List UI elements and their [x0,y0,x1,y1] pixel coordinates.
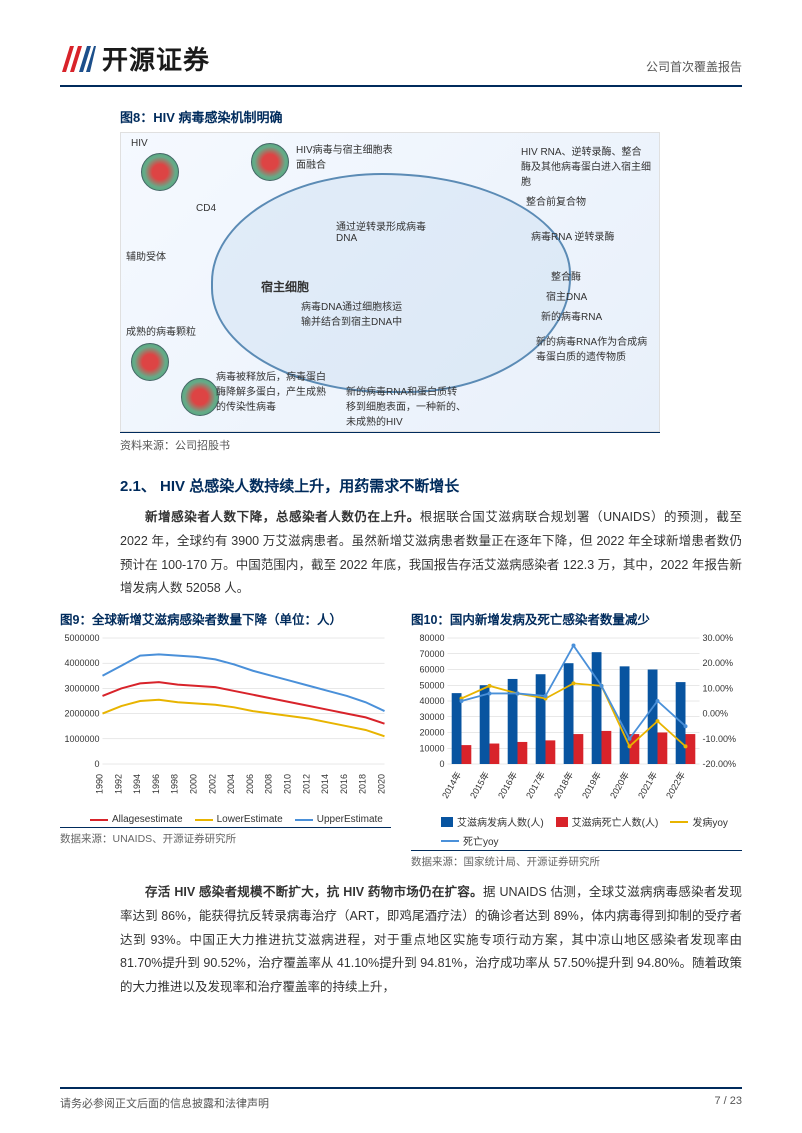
corec-label: 辅助受体 [126,248,166,263]
svg-text:2015年: 2015年 [467,770,491,801]
figure10-title: 图10：国内新增发病及死亡感染者数量减少 [411,609,742,628]
hostdna-label: 宿主DNA [546,288,587,303]
report-type: 公司首次覆盖报告 [646,58,742,75]
footer-disclaimer: 请务必参阅正文后面的信息披露和法律声明 [60,1095,269,1111]
logo-icon [60,42,96,76]
svg-text:2006: 2006 [245,774,255,794]
svg-text:30.00%: 30.00% [703,633,734,643]
svg-text:2016: 2016 [339,774,349,794]
cd4-label: CD4 [196,203,216,214]
svg-text:10000: 10000 [419,743,444,753]
step1-label: HIV病毒与宿主细胞表面融合 [296,141,396,171]
svg-text:30000: 30000 [419,712,444,722]
step4-label: 病毒DNA通过细胞核运输并结合到宿主DNA中 [301,298,411,328]
integrase-label: 整合酶 [551,268,581,283]
figure10: 图10：国内新增发病及死亡感染者数量减少 0 10000 20000 30000 400… [411,609,742,869]
svg-text:4000000: 4000000 [64,658,99,668]
step5-label: 新的病毒RNA作为合成病毒蛋白质的遗传物质 [536,333,656,363]
newrna-label: 新的病毒RNA [541,308,602,323]
svg-text:2014: 2014 [320,774,330,794]
svg-text:10.00%: 10.00% [703,683,734,693]
svg-text:2000000: 2000000 [64,709,99,719]
svg-text:2020年: 2020年 [607,770,631,801]
figure8-title: 图8：HIV 病毒感染机制明确 [120,107,742,126]
para2-rest: 据 UNAIDS 估测，全球艾滋病病毒感染者发现率达到 86%，能获得抗反转录病… [120,885,742,994]
hiv-label: HIV [131,138,148,149]
svg-text:-20.00%: -20.00% [703,759,737,769]
svg-text:1996: 1996 [151,774,161,794]
svg-text:2020: 2020 [377,774,387,794]
para1-bold: 新增感染者人数下降，总感染者人数仍在上升。 [145,510,420,524]
figure9-source: 数据来源：UNAIDS、开源证券研究所 [60,827,391,846]
svg-text:50000: 50000 [419,680,444,690]
svg-text:-10.00%: -10.00% [703,734,737,744]
svg-text:20000: 20000 [419,728,444,738]
svg-text:2014年: 2014年 [439,770,463,801]
svg-text:1994: 1994 [132,774,142,794]
footer-page: 7 / 23 [714,1095,742,1111]
svg-text:2004: 2004 [226,774,236,794]
svg-text:70000: 70000 [419,649,444,659]
svg-text:1992: 1992 [113,774,123,794]
svg-text:2021年: 2021年 [635,770,659,801]
svg-text:2012: 2012 [301,774,311,794]
svg-text:40000: 40000 [419,696,444,706]
svg-text:2008: 2008 [264,774,274,794]
svg-text:2017年: 2017年 [523,770,547,801]
host-cell-label: 宿主细胞 [261,278,309,295]
svg-text:1000000: 1000000 [64,734,99,744]
figure9-chart: 0 1000000 2000000 3000000 4000000 5000000 1990… [60,632,391,812]
svg-text:0: 0 [439,759,444,769]
para2: 存活 HIV 感染者规模不断扩大，抗 HIV 药物市场仍在扩容。据 UNAIDS… [120,881,742,1000]
figure10-legend: 艾滋病发病人数(人)艾滋病死亡人数(人)发病yoy死亡yoy [411,814,742,848]
release-label: 病毒被释放后，病毒蛋白酶降解多蛋白，产生成熟的传染性病毒 [216,368,326,413]
svg-text:1998: 1998 [170,774,180,794]
svg-text:3000000: 3000000 [64,683,99,693]
svg-text:80000: 80000 [419,633,444,643]
figure10-chart: 0 10000 20000 30000 40000 50000 60000 70000 8000… [411,632,742,812]
svg-text:0.00%: 0.00% [703,709,729,719]
figure10-source: 数据来源：国家统计局、开源证券研究所 [411,850,742,869]
rev-label: 病毒RNA 逆转录酶 [531,228,621,243]
svg-text:2016年: 2016年 [495,770,519,801]
svg-text:2010: 2010 [283,774,293,794]
assembly-label: 新的病毒RNA和蛋白质转移到细胞表面，一种新的、未成熟的HIV [346,383,466,428]
figure9: 图9：全球新增艾滋病感染者数量下降（单位：人） 0 1000000 2000000 3… [60,609,391,869]
figure9-title: 图9：全球新增艾滋病感染者数量下降（单位：人） [60,609,391,628]
figure8-infographic: 宿主细胞 HIV HIV病毒与宿主细胞表面融合 HIV RNA、逆转录酶、整合酶… [120,132,660,432]
step2-label: HIV RNA、逆转录酶、整合酶及其他病毒蛋白进入宿主细胞 [521,143,651,188]
svg-text:5000000: 5000000 [64,633,99,643]
page-header: 开源证券 公司首次覆盖报告 [60,40,742,87]
section-2-1-heading: 2.1、 HIV 总感染人数持续上升，用药需求不断增长 [120,475,742,496]
para1: 新增感染者人数下降，总感染者人数仍在上升。根据联合国艾滋病联合规划署（UNAID… [120,506,742,601]
company-name: 开源证券 [102,40,210,77]
svg-text:0: 0 [94,759,99,769]
figure8-source: 资料来源：公司招股书 [120,432,660,453]
company-logo: 开源证券 [60,40,210,77]
svg-text:2019年: 2019年 [579,770,603,801]
step3-label: 通过逆转录形成病毒DNA [336,218,426,244]
svg-text:2018年: 2018年 [551,770,575,801]
intpre-label: 整合前复合物 [526,193,586,208]
figure9-legend: AllagesestimateLowerEstimateUpperEstimat… [60,814,391,825]
svg-text:1990: 1990 [95,774,105,794]
svg-text:2002: 2002 [207,774,217,794]
page-footer: 请务必参阅正文后面的信息披露和法律声明 7 / 23 [60,1087,742,1111]
svg-text:20.00%: 20.00% [703,658,734,668]
para2-bold: 存活 HIV 感染者规模不断扩大，抗 HIV 药物市场仍在扩容。 [145,885,483,899]
svg-text:60000: 60000 [419,665,444,675]
svg-text:2018: 2018 [358,774,368,794]
mature-label: 成熟的病毒颗粒 [126,323,196,338]
svg-text:2000: 2000 [189,774,199,794]
svg-text:2022年: 2022年 [663,770,687,801]
